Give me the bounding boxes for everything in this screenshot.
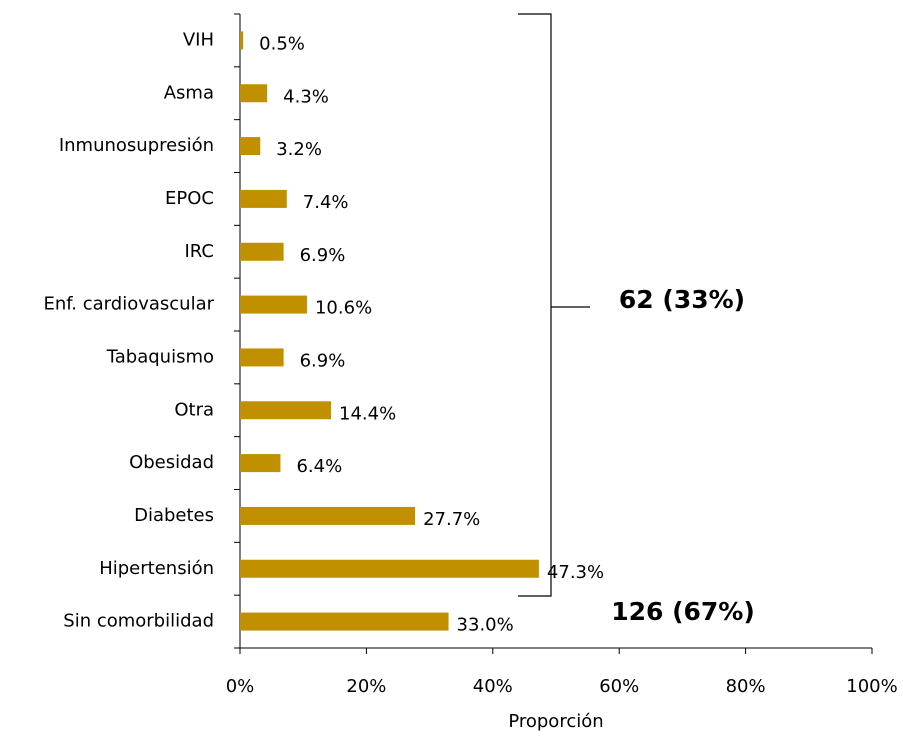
y-tick-label: Hipertensión (99, 558, 214, 579)
x-tick-label: 60% (599, 676, 639, 697)
bar (240, 506, 416, 525)
y-tick-label: VIH (183, 29, 214, 50)
value-label: 47.3% (547, 562, 604, 583)
x-tick-label: 100% (846, 676, 897, 697)
bar (240, 84, 268, 103)
value-label: 33.0% (457, 615, 514, 636)
annotation: 126 (67%) (611, 597, 755, 626)
y-tick-label: Tabaquismo (106, 346, 214, 367)
y-tick-label: EPOC (165, 188, 214, 209)
annotation: 62 (33%) (619, 285, 745, 314)
y-tick-label: Otra (174, 399, 214, 420)
y-tick-label: Inmunosupresión (59, 135, 214, 156)
value-label: 14.4% (339, 403, 396, 424)
y-tick-label: Asma (164, 82, 214, 103)
value-label: 6.9% (300, 245, 346, 266)
x-tick-label: 40% (473, 676, 513, 697)
bar (240, 454, 281, 473)
bar (240, 137, 261, 156)
bar (240, 559, 539, 578)
value-label: 3.2% (276, 139, 322, 160)
bar (240, 295, 307, 314)
y-tick-label: Diabetes (134, 505, 214, 526)
bar (240, 189, 287, 208)
value-label: 6.4% (296, 456, 342, 477)
y-tick-label: Obesidad (129, 452, 214, 473)
value-label: 4.3% (283, 86, 329, 107)
bar (240, 348, 284, 367)
bar (240, 612, 449, 631)
bar (240, 242, 284, 261)
x-tick-label: 80% (726, 676, 766, 697)
bar (240, 31, 244, 50)
y-tick-label: Enf. cardiovascular (44, 294, 215, 315)
y-tick-label: IRC (185, 241, 215, 262)
x-tick-label: 20% (346, 676, 386, 697)
value-label: 27.7% (423, 509, 480, 530)
y-tick-label: Sin comorbilidad (63, 611, 214, 632)
value-label: 7.4% (303, 192, 349, 213)
x-tick-label: 0% (226, 676, 255, 697)
value-label: 10.6% (315, 298, 372, 319)
x-axis-label: Proporción (508, 711, 603, 732)
value-label: 0.5% (259, 33, 305, 54)
bracket (518, 13, 552, 597)
value-label: 6.9% (300, 350, 346, 371)
bar (240, 401, 332, 420)
